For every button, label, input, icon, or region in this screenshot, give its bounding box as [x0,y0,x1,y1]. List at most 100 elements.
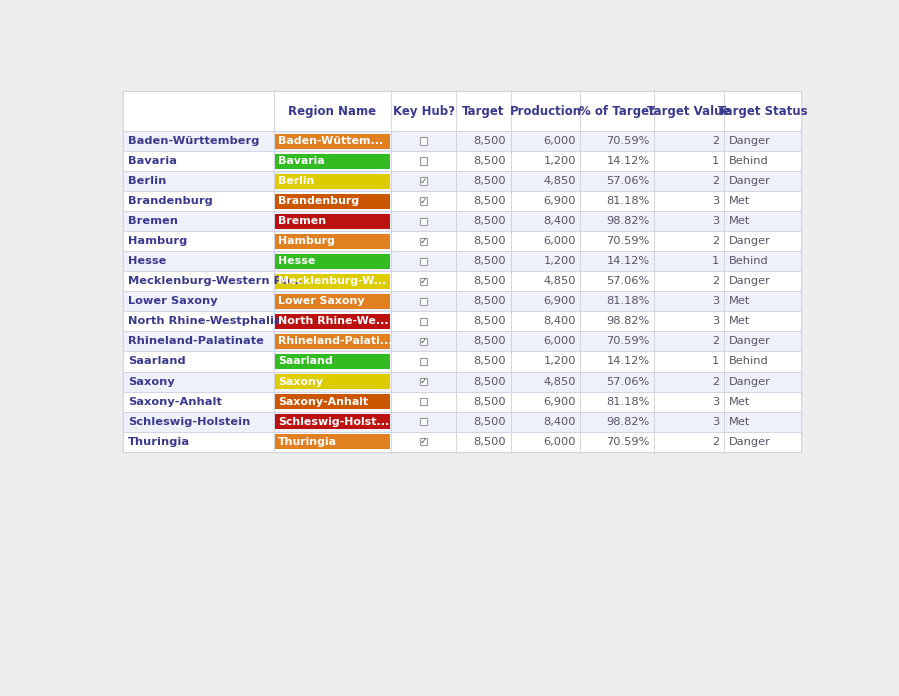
Text: 1,200: 1,200 [543,356,576,367]
Text: Schleswig-Holst...: Schleswig-Holst... [278,416,389,427]
Bar [581,331,654,351]
Text: 8,400: 8,400 [543,416,576,427]
Bar [274,132,390,151]
Text: 98.82%: 98.82% [606,317,649,326]
Bar [457,212,511,231]
Bar [390,91,457,132]
Bar [511,292,581,311]
Text: Hamburg: Hamburg [278,237,335,246]
Text: Baden-Württemberg: Baden-Württemberg [128,136,259,146]
Text: Key Hub?: Key Hub? [393,104,455,118]
Text: 8,400: 8,400 [543,216,576,226]
Bar [654,331,724,351]
Text: 1,200: 1,200 [543,256,576,267]
Text: 8,500: 8,500 [474,296,506,306]
Bar [390,271,457,292]
Bar [457,311,511,331]
Text: Production: Production [510,104,582,118]
Text: 1: 1 [712,256,719,267]
Bar [654,151,724,171]
Bar [724,212,801,231]
Bar [123,91,274,132]
Text: Brandenburg: Brandenburg [278,196,360,206]
Text: 14.12%: 14.12% [606,157,649,166]
Text: Bavaria: Bavaria [128,157,177,166]
Bar [275,394,390,409]
Text: 6,900: 6,900 [543,196,576,206]
Bar [123,132,274,151]
Bar [457,372,511,392]
Bar [511,351,581,372]
Bar [457,392,511,411]
Text: Danger: Danger [728,276,770,287]
Text: Danger: Danger [728,136,770,146]
Bar [420,198,427,205]
Text: 6,900: 6,900 [543,397,576,406]
Bar [420,418,427,425]
Text: 70.59%: 70.59% [606,237,649,246]
Bar [420,217,427,226]
Bar [581,231,654,251]
Bar [511,372,581,392]
Bar [123,351,274,372]
Bar [123,191,274,212]
Bar [581,212,654,231]
Bar [724,132,801,151]
Text: Bremen: Bremen [278,216,326,226]
Bar [724,231,801,251]
Bar [274,191,390,212]
Bar [724,351,801,372]
Bar [390,331,457,351]
Text: 1: 1 [712,356,719,367]
Bar [511,311,581,331]
Text: 6,900: 6,900 [543,296,576,306]
Bar [457,251,511,271]
Bar [654,171,724,191]
Text: Rhineland-Palatinate: Rhineland-Palatinate [128,336,263,347]
Text: Danger: Danger [728,336,770,347]
Text: Behind: Behind [728,157,769,166]
Bar [724,271,801,292]
Bar [457,331,511,351]
Bar [123,231,274,251]
Text: Met: Met [728,196,750,206]
Text: Hesse: Hesse [278,256,316,267]
Bar [457,191,511,212]
Bar [274,292,390,311]
Text: 3: 3 [712,317,719,326]
Text: 6,000: 6,000 [543,136,576,146]
Text: Met: Met [728,317,750,326]
Bar [654,271,724,292]
Text: Mecklenburg-Western Po...: Mecklenburg-Western Po... [128,276,303,287]
Text: Saxony-Anhalt: Saxony-Anhalt [278,397,369,406]
Bar [511,212,581,231]
Bar [123,372,274,392]
Bar [123,251,274,271]
Bar [511,91,581,132]
Bar [390,392,457,411]
Bar [420,237,427,245]
Text: 81.18%: 81.18% [606,296,649,306]
Text: 3: 3 [712,196,719,206]
Text: Danger: Danger [728,237,770,246]
Text: 1: 1 [712,157,719,166]
Bar [390,432,457,452]
Bar [275,274,390,289]
Bar [274,372,390,392]
Bar [275,253,390,269]
Bar [275,193,390,209]
Text: Target: Target [462,104,505,118]
Text: 98.82%: 98.82% [606,216,649,226]
Bar [581,311,654,331]
Bar [275,354,390,369]
Bar [390,231,457,251]
Text: 8,500: 8,500 [474,176,506,187]
Text: 6,000: 6,000 [543,336,576,347]
Bar [511,271,581,292]
Bar [123,212,274,231]
Text: 8,500: 8,500 [474,436,506,447]
Bar [654,132,724,151]
Text: 8,500: 8,500 [474,356,506,367]
Bar [724,311,801,331]
Text: ✓: ✓ [420,177,427,186]
